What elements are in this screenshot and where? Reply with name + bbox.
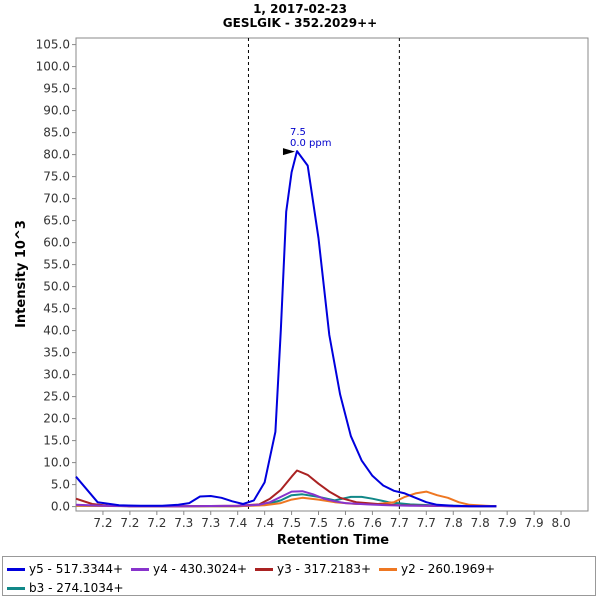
legend-item: y3 - 317.2183+: [255, 562, 371, 576]
y-tick-label: 15.0: [43, 434, 70, 448]
series-line: [75, 150, 497, 508]
y-tick-label: 60.0: [43, 236, 70, 250]
x-tick-label: 7.5: [282, 516, 301, 530]
legend-item: y4 - 430.3024+: [131, 562, 247, 576]
legend-item: y2 - 260.1969+: [379, 562, 495, 576]
peak-annotation-label: 7.5: [290, 127, 306, 138]
x-tick-label: 7.7: [390, 516, 409, 530]
y-tick-label: 45.0: [43, 302, 70, 316]
series-line: [75, 490, 497, 508]
legend: y5 - 517.3344+ y4 - 430.3024+ y3 - 317.218…: [2, 556, 596, 596]
y-tick-label: 85.0: [43, 126, 70, 140]
peak-marker-icon: [282, 148, 295, 156]
y-axis-label: Intensity 10^3: [14, 220, 29, 328]
x-tick-label: 7.6: [363, 516, 382, 530]
plot-area: [75, 37, 589, 512]
y-tick-label: 75.0: [43, 170, 70, 184]
y-tick-label: 40.0: [43, 324, 70, 338]
chart-title: 1, 2017-02-23: [253, 2, 347, 16]
legend-item: b3 - 274.1034+: [7, 581, 124, 595]
y-tick-label: 35.0: [43, 346, 70, 360]
y-tick-label: 95.0: [43, 82, 70, 96]
x-tick-label: 7.9: [525, 516, 544, 530]
x-tick-label: 7.8: [471, 516, 490, 530]
x-tick-label: 7.4: [255, 516, 274, 530]
x-tick-label: 7.2: [120, 516, 139, 530]
x-tick-label: 8.0: [552, 516, 571, 530]
x-tick-label: 7.2: [147, 516, 166, 530]
x-tick-label: 7.3: [174, 516, 193, 530]
peak-annotation-label: 0.0 ppm: [290, 138, 332, 149]
x-tick-label: 7.2: [93, 516, 112, 530]
y-tick-label: 70.0: [43, 192, 70, 206]
y-tick-label: 5.0: [51, 478, 70, 492]
legend-swatch: [7, 586, 25, 590]
y-tick-label: 55.0: [43, 258, 70, 272]
legend-label: y4 - 430.3024+: [153, 562, 248, 576]
legend-swatch: [7, 567, 25, 571]
y-tick-label: 50.0: [43, 280, 70, 294]
chart-subtitle: GESLGIK - 352.2029++: [223, 16, 377, 30]
x-tick-label: 7.8: [444, 516, 463, 530]
x-tick-label: 7.7: [417, 516, 436, 530]
legend-item: y5 - 517.3344+: [7, 562, 123, 576]
legend-label: y5 - 517.3344+: [29, 562, 124, 576]
y-tick-label: 100.0: [36, 60, 70, 74]
y-tick-label: 105.0: [36, 38, 70, 52]
x-tick-label: 7.6: [336, 516, 355, 530]
legend-label: b3 - 274.1034+: [29, 581, 124, 595]
y-tick-label: 10.0: [43, 456, 70, 470]
y-tick-label: 80.0: [43, 148, 70, 162]
y-tick-label: 0.0: [51, 500, 70, 514]
legend-label: y2 - 260.1969+: [401, 562, 496, 576]
x-tick-label: 7.3: [201, 516, 220, 530]
y-tick-label: 90.0: [43, 104, 70, 118]
legend-swatch: [255, 567, 273, 571]
x-tick-label: 7.5: [309, 516, 328, 530]
legend-label: y3 - 317.2183+: [277, 562, 372, 576]
y-tick-label: 30.0: [43, 368, 70, 382]
y-tick-label: 25.0: [43, 390, 70, 404]
legend-swatch: [131, 567, 149, 571]
x-axis-label: Retention Time: [277, 533, 389, 548]
x-tick-label: 7.9: [498, 516, 517, 530]
x-tick-label: 7.4: [228, 516, 247, 530]
y-tick-label: 20.0: [43, 412, 70, 426]
y-tick-label: 65.0: [43, 214, 70, 228]
legend-swatch: [379, 567, 397, 571]
